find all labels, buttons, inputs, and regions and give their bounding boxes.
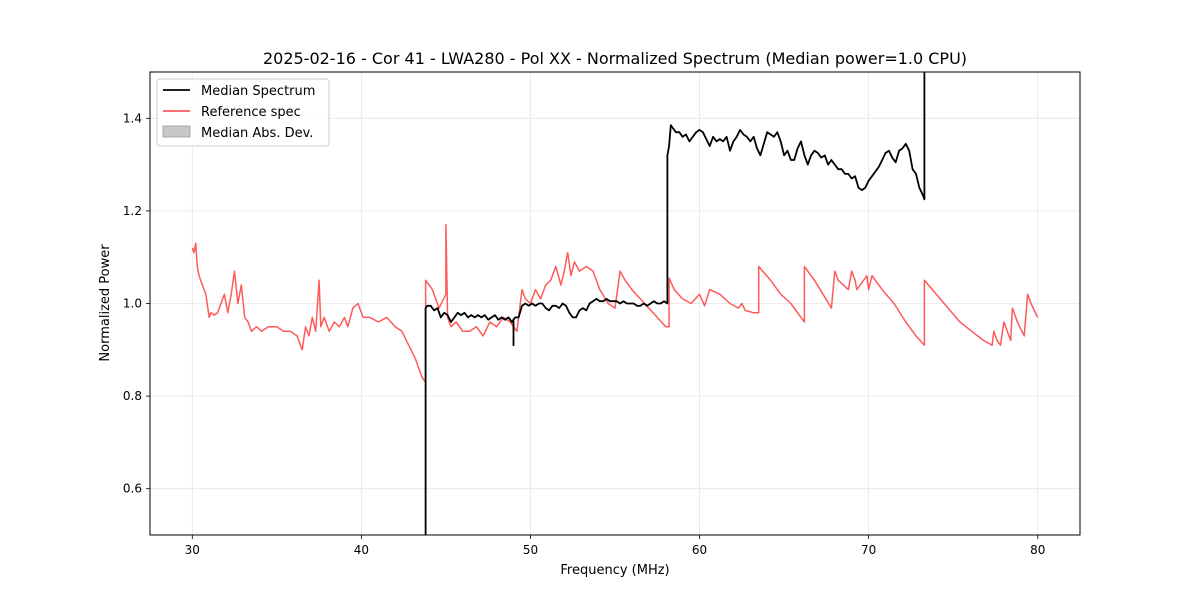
y-tick-label: 1.0 (123, 297, 142, 311)
legend-mad-swatch (162, 125, 191, 138)
x-tick-label: 60 (692, 543, 707, 557)
y-axis-ticks: 0.6 0.8 1.0 1.2 1.4 (123, 111, 150, 496)
y-axis-label: Normalized Power (98, 244, 113, 362)
y-tick-label: 0.6 (123, 482, 142, 496)
y-tick-label: 1.2 (123, 204, 142, 218)
x-tick-label: 30 (185, 543, 200, 557)
x-tick-label: 70 (861, 543, 876, 557)
legend-reference-label: Reference spec (201, 105, 301, 120)
legend: Median Spectrum Reference spec Median Ab… (156, 78, 330, 147)
y-tick-label: 1.4 (123, 111, 142, 125)
x-tick-label: 80 (1030, 543, 1045, 557)
median-spectrum-line (424, 72, 926, 535)
y-tick-label: 0.8 (123, 389, 142, 403)
reference-spec-line (191, 224, 1039, 383)
x-axis-label: Frequency (MHz) (560, 563, 669, 578)
x-axis-ticks: 30 40 50 60 70 80 (185, 535, 1045, 557)
x-tick-label: 50 (523, 543, 538, 557)
legend-frame (156, 78, 330, 147)
legend-mad-label: Median Abs. Dev. (201, 126, 313, 141)
x-tick-label: 40 (354, 543, 369, 557)
series-group (191, 72, 1039, 535)
chart-title: 2025-02-16 - Cor 41 - LWA280 - Pol XX - … (263, 49, 967, 68)
legend-median-label: Median Spectrum (201, 84, 315, 99)
